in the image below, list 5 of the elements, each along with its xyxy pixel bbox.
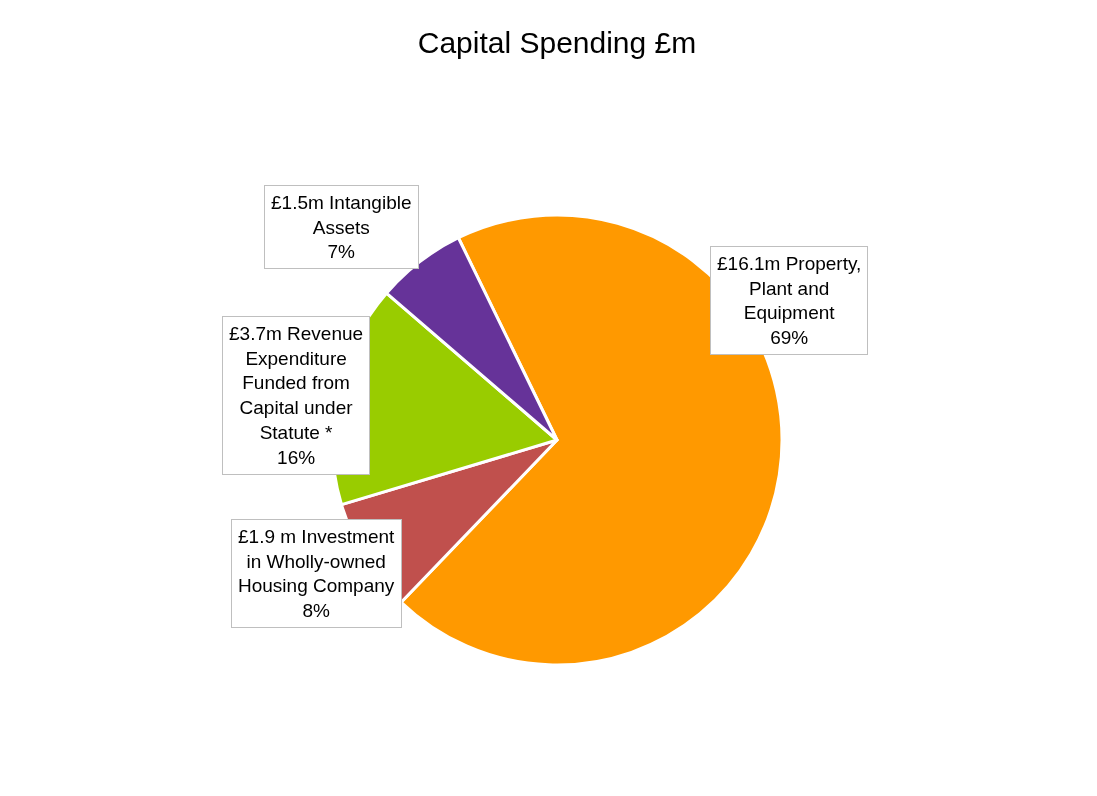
slice-label: £1.9 m Investment in Wholly-owned Housing Company 8% (238, 526, 396, 622)
slice-label: £1.5m Intangible Assets 7% (271, 192, 412, 263)
chart-title: Capital Spending £m (417, 25, 697, 59)
slice-label: £3.7m Revenue Expenditure Funded from Capital under Statute * 16% (229, 323, 364, 468)
slice-label: £16.1m Property, Plant and Equipment 69% (717, 253, 862, 349)
